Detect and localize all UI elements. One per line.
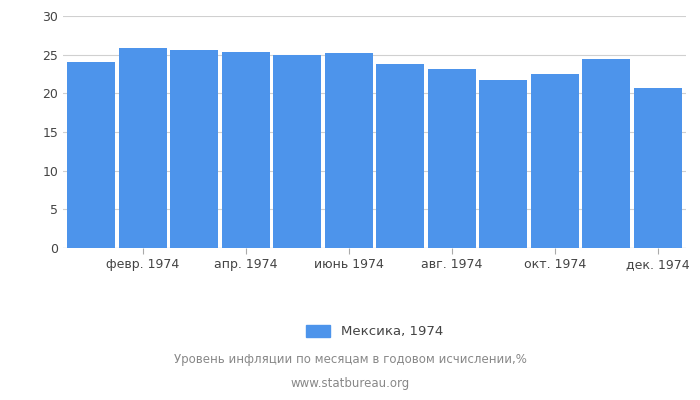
Legend: Мексика, 1974: Мексика, 1974 [301, 320, 448, 344]
Bar [325, 53, 372, 248]
Text: Уровень инфляции по месяцам в годовом исчислении,%: Уровень инфляции по месяцам в годовом ис… [174, 354, 526, 366]
Bar [170, 50, 218, 248]
Bar [634, 88, 682, 248]
Bar [377, 64, 424, 248]
Bar [480, 80, 527, 248]
Bar [119, 48, 167, 248]
Bar [428, 68, 476, 248]
Bar [531, 74, 579, 248]
Bar [67, 62, 116, 248]
Bar [222, 52, 270, 248]
Bar [582, 59, 630, 248]
Text: www.statbureau.org: www.statbureau.org [290, 378, 410, 390]
Bar [273, 55, 321, 248]
